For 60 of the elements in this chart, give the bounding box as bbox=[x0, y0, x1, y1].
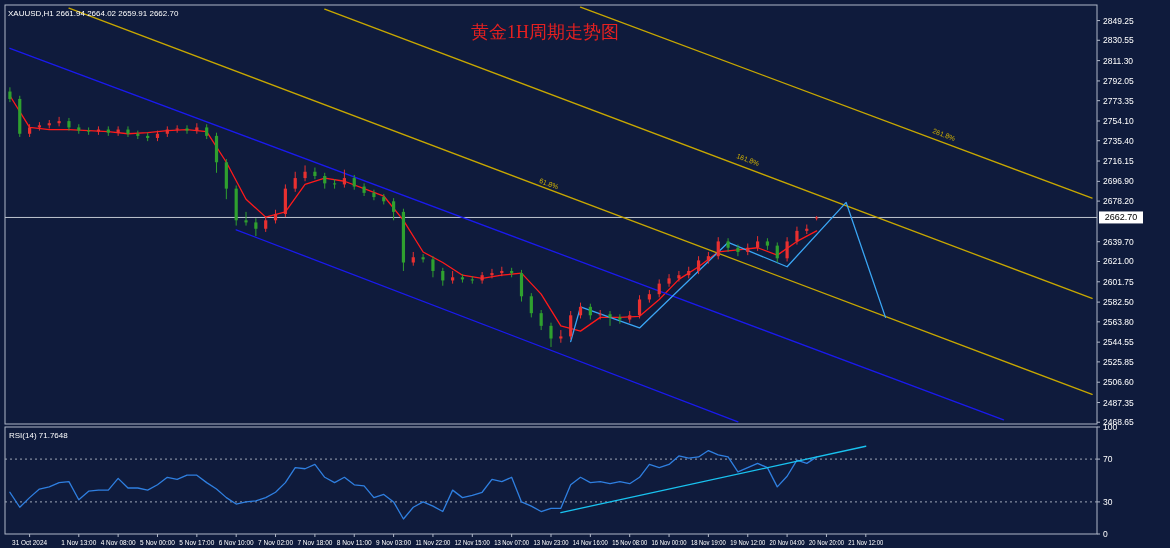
y-tick-label: 70 bbox=[1103, 454, 1113, 465]
candlestick bbox=[116, 125, 120, 137]
y-tick-label: 2754.10 bbox=[1103, 115, 1134, 126]
candlestick bbox=[519, 269, 524, 303]
candlestick bbox=[362, 182, 366, 197]
y-tick-label: 2601.75 bbox=[1103, 276, 1134, 287]
chart-title: RSI(14) 71.7648 bbox=[9, 430, 69, 440]
candlestick bbox=[332, 178, 337, 190]
candlestick bbox=[716, 236, 720, 260]
candlestick bbox=[677, 270, 681, 283]
candlestick bbox=[608, 310, 612, 327]
candlestick bbox=[785, 236, 789, 262]
candlestick bbox=[598, 309, 602, 321]
y-tick-label: 2487.35 bbox=[1103, 397, 1134, 408]
y-tick-label: 2621.00 bbox=[1103, 256, 1134, 267]
candlestick bbox=[185, 124, 189, 135]
text: XAUUSD,H1 2661.94 2664.02 2659.91 2662.70 bbox=[8, 8, 179, 18]
candlestick bbox=[392, 197, 396, 221]
candlestick bbox=[254, 217, 258, 237]
line-series bbox=[9, 449, 818, 520]
candlestick bbox=[87, 126, 91, 136]
y-tick-label: 2525.85 bbox=[1103, 356, 1134, 367]
y-tick-label: 0 bbox=[1103, 529, 1108, 539]
candlestick bbox=[529, 292, 533, 318]
candlestick bbox=[736, 244, 740, 257]
candlestick bbox=[470, 275, 474, 285]
y-tick-label: 2544.55 bbox=[1103, 337, 1134, 348]
candlestick bbox=[372, 189, 376, 201]
candlestick bbox=[549, 322, 553, 348]
y-tick-label: 2506.60 bbox=[1103, 377, 1134, 388]
y-tick-label: 2582.50 bbox=[1103, 297, 1134, 308]
y-tick-label: 2639.70 bbox=[1103, 236, 1134, 247]
candlestick bbox=[618, 313, 622, 325]
text: 黄金1H周期走势图 bbox=[471, 22, 619, 42]
candlestick bbox=[244, 211, 248, 227]
y-tick-label: 2849.25 bbox=[1103, 15, 1134, 26]
candlestick bbox=[726, 237, 730, 253]
candlestick bbox=[293, 171, 297, 193]
y-tick-label: 2678.20 bbox=[1103, 196, 1134, 207]
y-tick-label: 30 bbox=[1103, 496, 1113, 507]
line-series bbox=[570, 201, 887, 343]
ref-line-label: 2662.70 bbox=[1104, 212, 1138, 223]
y-tick-label: 2773.35 bbox=[1103, 95, 1134, 106]
y-tick-label: 2735.40 bbox=[1103, 135, 1134, 146]
candlestick bbox=[67, 117, 71, 132]
candlestick bbox=[637, 294, 642, 319]
candlestick bbox=[8, 86, 12, 103]
candlestick bbox=[539, 309, 543, 331]
candlestick bbox=[431, 255, 435, 278]
y-tick-label: 2830.55 bbox=[1103, 35, 1134, 46]
candlestick bbox=[490, 268, 494, 279]
candlestick bbox=[667, 273, 671, 288]
y-tick-label: 2811.30 bbox=[1103, 55, 1134, 66]
candlestick bbox=[303, 164, 307, 182]
candlestick bbox=[569, 310, 573, 341]
y-tick-label: 2792.05 bbox=[1103, 75, 1134, 86]
y-tick-label: 2563.80 bbox=[1103, 316, 1134, 327]
candlestick bbox=[126, 125, 130, 138]
y-tick-label: 2696.90 bbox=[1103, 176, 1134, 187]
y-tick-label: 2716.15 bbox=[1103, 156, 1134, 167]
